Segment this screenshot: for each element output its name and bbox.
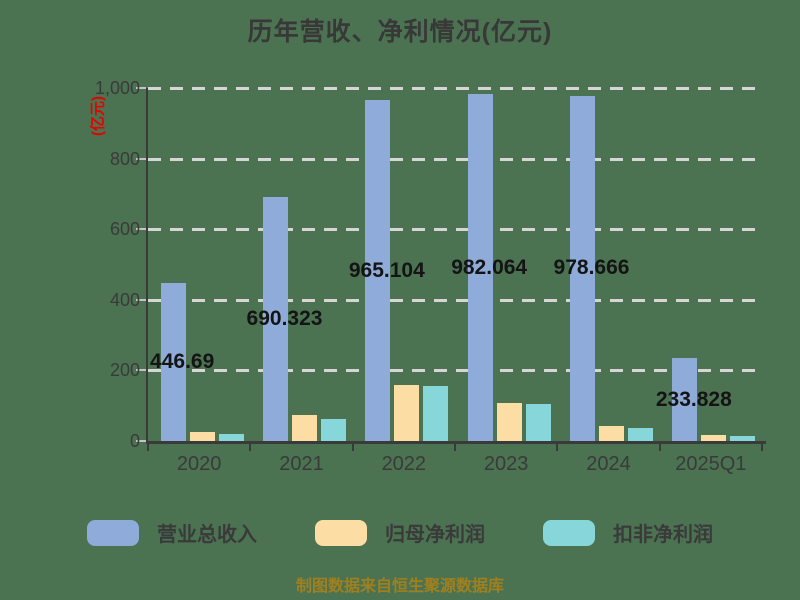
- bar-归母净利润-2021: [292, 415, 317, 441]
- bar-归母净利润-2020: [189, 432, 215, 441]
- bar-value-label-2020: 446.69: [150, 350, 215, 374]
- bar-营业总收入-2023: [467, 94, 493, 441]
- chart-footer: 制图数据来自恒生聚源数据库: [295, 578, 504, 595]
- x-axis-label-2022: 2022: [381, 453, 427, 475]
- gridline-400: [148, 298, 762, 302]
- x-tick-0: [147, 441, 149, 451]
- y-tick-label-600: 600: [109, 219, 140, 240]
- gridline-800: [148, 157, 762, 161]
- y-tick-label-1,000: 1,000: [94, 78, 140, 98]
- y-tick-600: [136, 228, 146, 231]
- y-tick-label-400: 400: [109, 289, 140, 310]
- x-tick-3: [454, 441, 456, 451]
- bar-归母净利润-2024: [599, 426, 624, 441]
- legend-swatch-营业总收入: [87, 519, 139, 546]
- legend-item-扣非净利润: 扣非净利润: [543, 518, 713, 547]
- bar-value-label-2024: 978.666: [553, 256, 630, 280]
- y-tick-800: [136, 157, 146, 160]
- gridline-600: [148, 228, 762, 232]
- bar-value-label-2023: 982.064: [451, 255, 528, 279]
- chart-title: 历年营收、净利情况(亿元): [247, 18, 553, 46]
- x-axis-label-2025Q1: 2025Q1: [675, 453, 747, 475]
- bar-归母净利润-2023: [496, 403, 522, 441]
- bar-归母净利润-2022: [394, 384, 420, 441]
- bar-扣非净利润-2023: [525, 404, 551, 441]
- bar-营业总收入-2020: [160, 283, 186, 441]
- bar-营业总收入-2022: [365, 100, 391, 441]
- bar-value-label-2025Q1: 233.828: [655, 387, 732, 411]
- bar-扣非净利润-2021: [321, 419, 346, 441]
- bar-扣非净利润-2022: [423, 385, 449, 441]
- y-tick-200: [136, 369, 146, 372]
- gridline-1,000: [148, 87, 762, 90]
- x-axis-label-2020: 2020: [176, 453, 222, 475]
- bar-营业总收入-2021: [263, 197, 288, 441]
- y-tick-label-0: 0: [129, 431, 140, 451]
- bar-扣非净利润-2024: [628, 427, 653, 441]
- x-tick-6: [761, 441, 763, 451]
- x-tick-1: [249, 441, 252, 451]
- bar-扣非净利润-2020: [218, 433, 244, 441]
- y-tick-0: [136, 440, 146, 442]
- legend-item-归母净利润: 归母净利润: [315, 518, 485, 547]
- y-axis-title: (亿元): [89, 96, 107, 136]
- bar-营业总收入-2025Q1: [672, 358, 698, 441]
- y-axis-line: [146, 88, 148, 444]
- legend-swatch-归母净利润: [315, 519, 367, 546]
- bar-归母净利润-2025Q1: [701, 435, 727, 441]
- legend-label-营业总收入: 营业总收入: [157, 524, 257, 546]
- bar-value-label-2021: 690.323: [246, 307, 323, 331]
- y-tick-label-200: 200: [109, 360, 140, 381]
- legend: 营业总收入 归母净利润 扣非净利润: [0, 518, 800, 547]
- bar-value-label-2022: 965.104: [348, 258, 425, 282]
- x-axis-line: [146, 441, 766, 444]
- x-axis-label-2023: 2023: [483, 453, 529, 475]
- x-tick-2: [351, 441, 354, 451]
- x-tick-5: [658, 441, 661, 451]
- bar-扣非净利润-2025Q1: [730, 436, 756, 441]
- legend-item-营业总收入: 营业总收入: [87, 518, 257, 547]
- y-tick-400: [136, 298, 146, 301]
- x-axis-label-2021: 2021: [279, 453, 324, 475]
- gridline-200: [148, 369, 762, 373]
- legend-swatch-扣非净利润: [543, 519, 595, 546]
- y-tick-label-800: 800: [109, 148, 140, 169]
- legend-label-扣非净利润: 扣非净利润: [613, 524, 713, 546]
- x-tick-4: [556, 441, 559, 451]
- x-axis-label-2024: 2024: [586, 453, 631, 475]
- y-tick-1,000: [136, 87, 146, 89]
- legend-label-归母净利润: 归母净利润: [385, 524, 485, 546]
- bar-营业总收入-2024: [570, 95, 595, 441]
